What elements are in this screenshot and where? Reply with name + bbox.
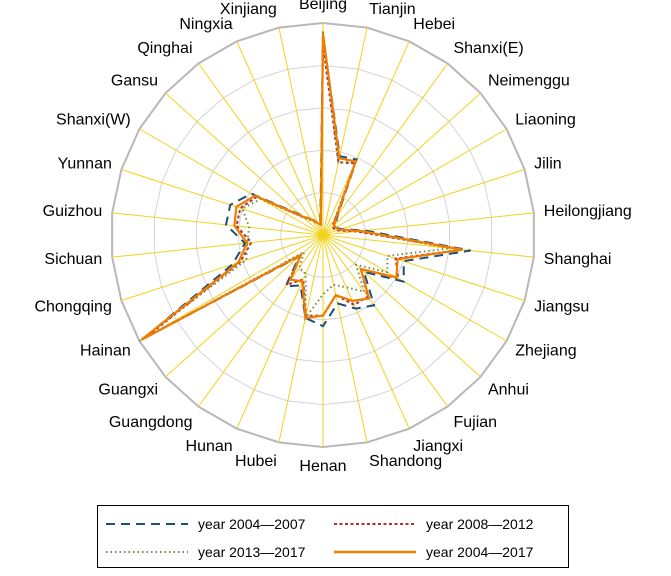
category-label: Shanxi(E) <box>453 40 523 57</box>
grid-spoke <box>165 92 324 236</box>
category-label: Fujian <box>453 414 497 431</box>
series-lines <box>138 31 471 342</box>
category-label: Hebei <box>413 16 455 33</box>
grid-spoke <box>322 234 449 407</box>
category-label: Heilongjiang <box>544 203 632 220</box>
category-label: Ningxia <box>179 16 232 33</box>
legend-item: year 2004—2007 <box>104 514 305 534</box>
legend-item: year 2008—2012 <box>332 514 533 534</box>
grid-spoke <box>322 92 481 236</box>
category-label: Shanghai <box>544 251 612 268</box>
category-label: Shanxi(W) <box>56 112 131 129</box>
series-line <box>146 44 463 338</box>
grid-spoke <box>322 234 534 258</box>
grid-spoke <box>278 234 324 443</box>
series-line <box>140 33 463 341</box>
category-label: Shandong <box>369 453 442 470</box>
category-label: Chongqing <box>34 298 111 315</box>
category-label: Anhui <box>488 382 529 399</box>
grid-spoke <box>322 128 507 236</box>
legend-item: year 2004—2017 <box>332 542 533 562</box>
grid-spoke <box>112 234 324 258</box>
category-label: Hunan <box>186 438 233 455</box>
legend: year 2004—2007 year 2008—2012 year 2013—… <box>97 505 569 568</box>
grid-spoke <box>197 63 324 236</box>
grid-spoke <box>322 63 449 236</box>
category-label: Yunnan <box>58 156 112 173</box>
category-label: Gansu <box>111 72 158 89</box>
category-label: Neimenggu <box>488 72 570 89</box>
grid-spoke <box>322 234 410 429</box>
series-line <box>138 31 450 342</box>
category-label: Hubei <box>235 453 277 470</box>
category-label: Sichuan <box>44 251 102 268</box>
category-label: Jiangsu <box>534 298 589 315</box>
category-label: Guizhou <box>43 203 103 220</box>
grid-spoke <box>322 41 410 236</box>
category-label: Jilin <box>534 156 562 173</box>
legend-label: year 2008—2012 <box>426 516 534 532</box>
series-line <box>142 35 471 340</box>
grid-spoke <box>121 169 324 236</box>
category-label: Qinghai <box>137 40 192 57</box>
category-label: Zhejiang <box>515 343 576 360</box>
grid-spoke <box>112 212 324 236</box>
legend-swatch <box>334 523 416 525</box>
legend-label: year 2004—2017 <box>426 544 534 560</box>
legend-item: year 2013—2017 <box>104 542 305 562</box>
grid-spoke <box>236 41 324 236</box>
grid-spoke <box>278 27 324 236</box>
category-label: Guangxi <box>98 382 158 399</box>
category-label: Tianjin <box>369 1 416 18</box>
grid-spoke <box>322 234 525 301</box>
category-label: Xinjiang <box>220 1 277 18</box>
grid-spoke <box>121 234 324 301</box>
grid-spoke <box>197 234 324 407</box>
legend-swatch <box>106 523 188 525</box>
grid-spoke <box>236 234 324 429</box>
grid-spoke <box>322 169 525 236</box>
radar-grid <box>111 21 535 449</box>
category-label: Hainan <box>80 343 131 360</box>
grid-spoke <box>322 234 507 342</box>
category-label: Jiangxi <box>413 438 463 455</box>
legend-label: year 2013—2017 <box>198 544 306 560</box>
grid-spoke <box>322 27 368 236</box>
grid-spoke <box>139 128 324 236</box>
category-label: Beijing <box>299 0 347 13</box>
legend-label: year 2004—2007 <box>198 516 306 532</box>
category-label: Henan <box>299 458 346 475</box>
legend-swatch <box>106 551 188 553</box>
grid-spoke <box>322 234 481 378</box>
category-label: Guangdong <box>109 414 193 431</box>
category-label: Liaoning <box>515 112 576 129</box>
legend-swatch <box>334 550 416 554</box>
grid-spoke <box>322 234 368 443</box>
